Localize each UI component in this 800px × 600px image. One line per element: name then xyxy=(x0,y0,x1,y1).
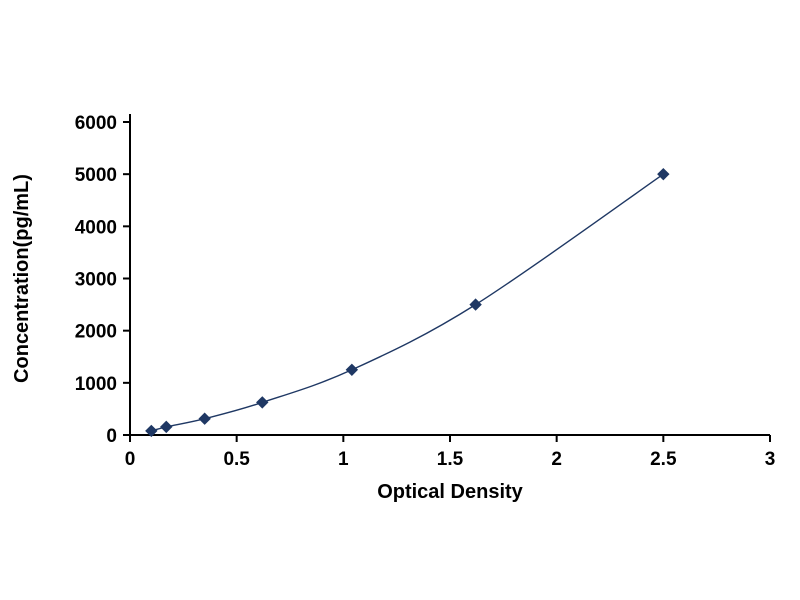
y-tick-label: 4000 xyxy=(75,217,117,238)
y-tick-label: 3000 xyxy=(75,270,117,291)
x-tick-label: 2 xyxy=(551,449,562,470)
y-tick-label: 1000 xyxy=(75,374,117,395)
data-curve xyxy=(151,173,664,432)
data-point-marker xyxy=(657,167,670,181)
x-tick-label: 1 xyxy=(338,449,349,470)
data-point-marker xyxy=(145,424,158,438)
data-point-marker xyxy=(160,420,173,434)
y-tick-label: 2000 xyxy=(75,322,117,343)
x-tick-label: 0.5 xyxy=(223,449,250,470)
y-tick-label: 5000 xyxy=(75,165,117,186)
y-tick-label: 0 xyxy=(106,426,117,447)
data-point-marker xyxy=(198,412,211,425)
x-tick-label: 0 xyxy=(125,449,136,470)
x-axis-title: Optical Density xyxy=(377,481,523,503)
y-tick-label: 6000 xyxy=(75,113,117,134)
x-tick-label: 1.5 xyxy=(437,449,464,470)
x-tick-label: 2.5 xyxy=(650,449,677,470)
x-tick-label: 3 xyxy=(765,449,776,470)
y-axis-title: Concentration(pg/mL) xyxy=(11,174,33,383)
data-point-marker xyxy=(469,298,482,311)
data-point-marker xyxy=(256,396,269,409)
data-point-marker xyxy=(345,363,359,376)
